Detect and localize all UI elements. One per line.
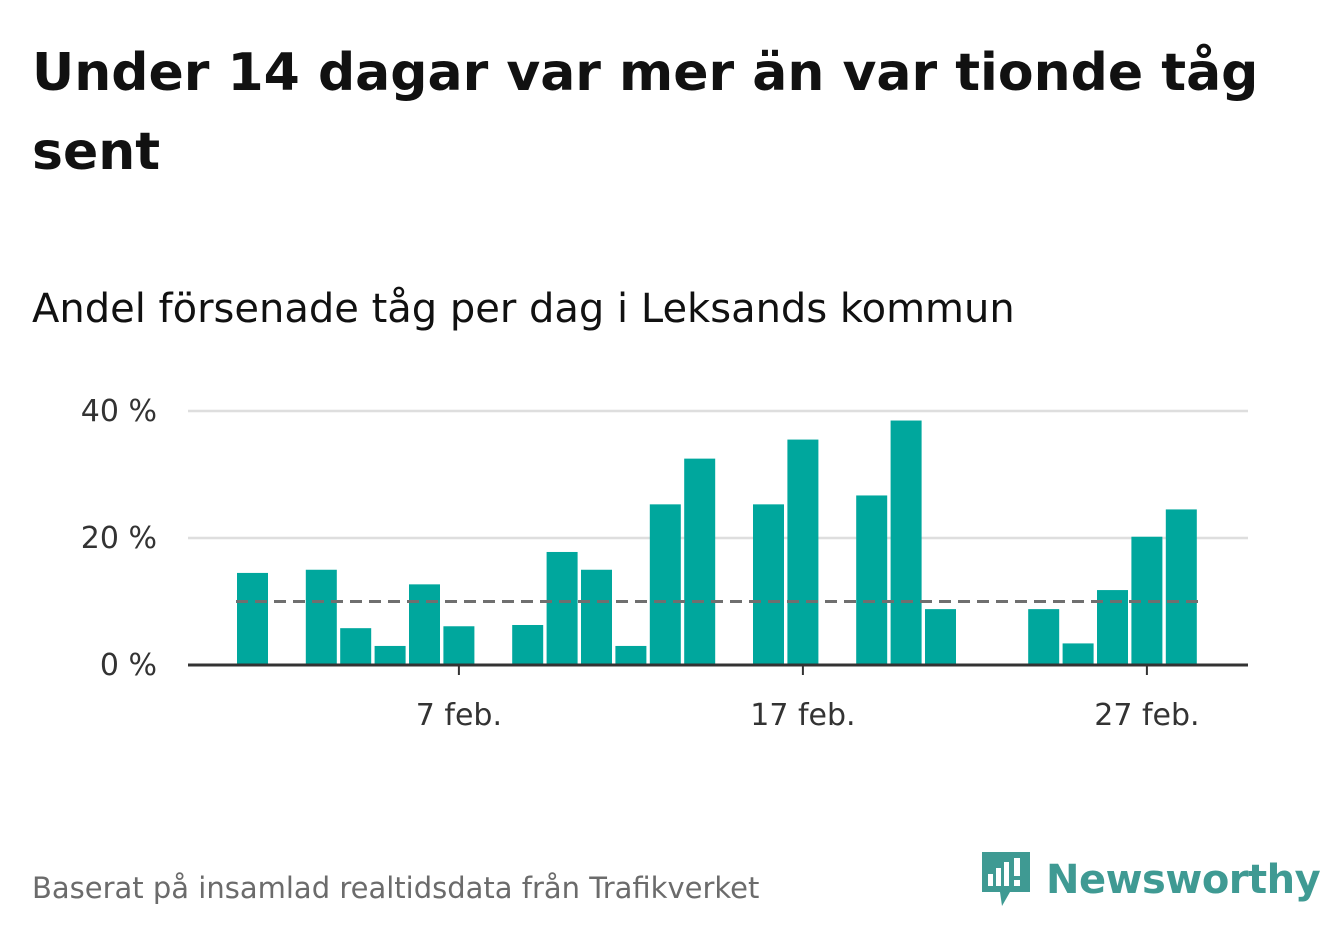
x-tick-label: 17 feb. (750, 698, 855, 733)
y-tick-label: 0 % (100, 648, 157, 683)
bar (546, 551, 578, 665)
bar (787, 439, 819, 665)
bar (649, 504, 681, 665)
bar (890, 420, 922, 665)
x-tick-label: 27 feb. (1094, 698, 1199, 733)
source-note: Baserat på insamlad realtidsdata från Tr… (32, 871, 760, 905)
bar (512, 624, 544, 665)
bar (237, 572, 268, 665)
bar (409, 584, 440, 665)
bar (374, 645, 406, 665)
bar (443, 626, 475, 665)
y-tick-label: 40 % (81, 394, 157, 429)
bar (581, 569, 612, 665)
brand-name: Newsworthy (1046, 857, 1321, 903)
bar (1028, 609, 1060, 665)
bar (1165, 509, 1197, 665)
bar (684, 458, 716, 665)
bar (925, 609, 956, 665)
x-tick-label: 7 feb. (416, 698, 502, 733)
bar (340, 628, 372, 665)
bar-chart: 0 % 20 % 40 % 7 feb. 17 feb. 27 feb. (81, 394, 1248, 733)
bar (1062, 643, 1094, 665)
bar (615, 645, 647, 665)
brand-logo[interactable]: Newsworthy (980, 850, 1321, 910)
bar (856, 495, 888, 665)
chart-subtitle: Andel försenade tåg per dag i Leksands k… (32, 286, 1015, 332)
y-tick-label: 20 % (81, 521, 157, 556)
bar (753, 504, 784, 665)
bar (305, 569, 337, 665)
newsworthy-logo-icon (982, 852, 1030, 906)
chart-title: Under 14 dagar var mer än var tionde tåg… (32, 43, 1259, 182)
